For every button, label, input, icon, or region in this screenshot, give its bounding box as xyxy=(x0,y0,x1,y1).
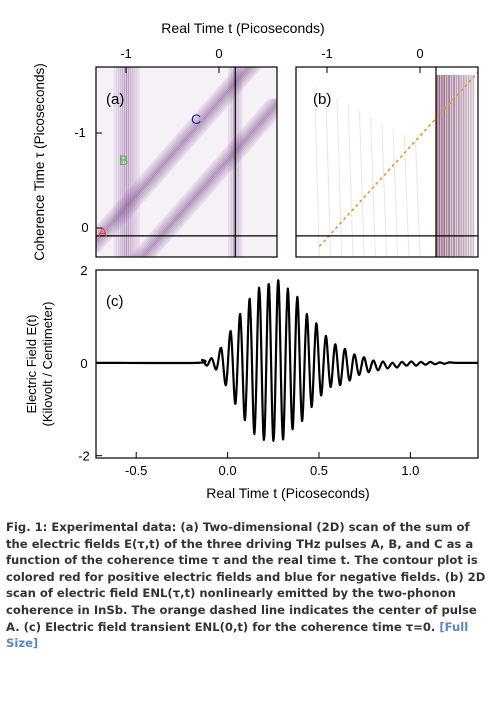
figure: Real Time t (Picoseconds) -1 0 -1 0 (a) … xyxy=(24,20,479,501)
panel-b-ripple xyxy=(414,140,421,257)
panel-b-ripple xyxy=(347,104,354,257)
panel-a-heatmap xyxy=(96,67,277,257)
pulse-c-diagonal xyxy=(143,105,277,257)
pulse-c-diagonal xyxy=(147,109,277,257)
panel-b-top-tick-label-2: 0 xyxy=(416,46,423,61)
panel-c-y-tick-label: -2 xyxy=(78,449,90,464)
panel-c-x-tick-label: 0.5 xyxy=(310,463,328,478)
panel-c-x-tick-label: 1.0 xyxy=(401,463,419,478)
panel-b-frame xyxy=(295,66,479,258)
panel-b-label: (b) xyxy=(313,91,331,108)
panel-b-positive-stripe xyxy=(469,75,472,257)
pulse-label-b: B xyxy=(119,152,128,168)
panel-a-y-tick-label-1: -1 xyxy=(74,125,86,140)
panel-b-heatmap xyxy=(296,67,478,257)
top-x-axis-label: Real Time t (Picoseconds) xyxy=(161,20,324,36)
panel-b-negative-stripe xyxy=(448,75,451,257)
panel-c-x-tick-label: 0.0 xyxy=(219,463,237,478)
pulse-label-c: C xyxy=(191,111,201,127)
pulse-c-diagonal xyxy=(141,102,277,257)
panel-b-positive-stripe xyxy=(460,75,463,257)
panel-b-ripple xyxy=(325,92,332,257)
panel-b-ripple xyxy=(314,86,320,257)
panel-b-positive-stripe xyxy=(440,75,443,257)
full-size-link[interactable]: [Full Size] xyxy=(6,619,469,651)
pulse-c-diagonal xyxy=(135,98,277,257)
panel-b-positive-stripe xyxy=(455,75,458,257)
panel-b-negative-stripe xyxy=(452,75,455,257)
panel-b-negative-stripe xyxy=(443,75,446,257)
panel-a-top-tick-label-2: 0 xyxy=(215,46,222,61)
panel-b-ripple xyxy=(403,134,410,257)
pulse-c-diagonal xyxy=(137,98,277,257)
pulse-c-diagonal xyxy=(129,98,270,257)
pulse-c-diagonal xyxy=(139,100,277,257)
panel-b-ripple xyxy=(381,122,388,257)
panel-b-negative-stripe xyxy=(472,75,475,257)
panel-c-y-tick-label: 2 xyxy=(80,263,87,278)
caption-text: Fig. 1: Experimental data: (a) Two-dimen… xyxy=(6,520,486,634)
panel-c-frame xyxy=(95,269,479,459)
panel-c-ticks: -0.5 0.0 0.5 1.0 2 0 -2 xyxy=(78,263,419,478)
panel-b-top-tick-label-1: -1 xyxy=(321,46,333,61)
pulse-c-diagonal xyxy=(149,112,277,257)
panel-c-line xyxy=(96,279,478,442)
top-y-axis-label: Coherence Time τ (Picoseconds) xyxy=(32,63,47,260)
panel-c-plot xyxy=(96,279,478,442)
pulse-c-diagonal xyxy=(153,116,277,257)
bottom-x-axis-label: Real Time t (Picoseconds) xyxy=(206,485,369,501)
panel-c-x-tick-label: -0.5 xyxy=(125,463,147,478)
panel-b-negative-stripe xyxy=(457,75,460,257)
panel-c: (c) -0.5 0.0 0.5 1.0 2 0 -2 xyxy=(78,263,479,478)
panel-b-positive-stripe xyxy=(445,75,448,257)
panel-b-negative-stripe xyxy=(467,75,470,257)
panel-b-positive-stripe xyxy=(436,75,438,257)
panel-c-y-tick-label: 0 xyxy=(80,356,87,371)
pulse-label-a: A xyxy=(98,224,108,240)
panel-c-label: (c) xyxy=(106,293,124,310)
panel-b-positive-stripe xyxy=(465,75,468,257)
panel-a-top-tick-label-1: -1 xyxy=(120,46,132,61)
panel-b-negative-stripe xyxy=(438,75,441,257)
figure-caption: Fig. 1: Experimental data: (a) Two-dimen… xyxy=(6,519,492,652)
panel-a: (a) A B C -1 0 xyxy=(74,66,278,258)
panel-b-ripple xyxy=(358,110,365,257)
panel-a-frame xyxy=(95,66,278,258)
pulse-c-diagonal xyxy=(145,107,277,257)
panel-b-negative-stripe xyxy=(462,75,465,257)
panel-c-y-axis-label-line1: Electric Field E(t) xyxy=(24,315,39,414)
panel-b: (b) xyxy=(295,66,479,258)
panel-b-ripple xyxy=(336,98,343,257)
pulse-c-diagonal xyxy=(151,114,277,257)
pulse-c-diagonal xyxy=(131,98,272,257)
pulse-c-diagonal xyxy=(133,98,274,257)
panel-c-y-axis-label-line2: (Kilovolt / Centimeter) xyxy=(40,302,55,427)
panel-a-y-tick-label-2: 0 xyxy=(81,220,88,235)
panel-b-positive-stripe xyxy=(450,75,453,257)
panel-a-label: (a) xyxy=(106,91,124,108)
